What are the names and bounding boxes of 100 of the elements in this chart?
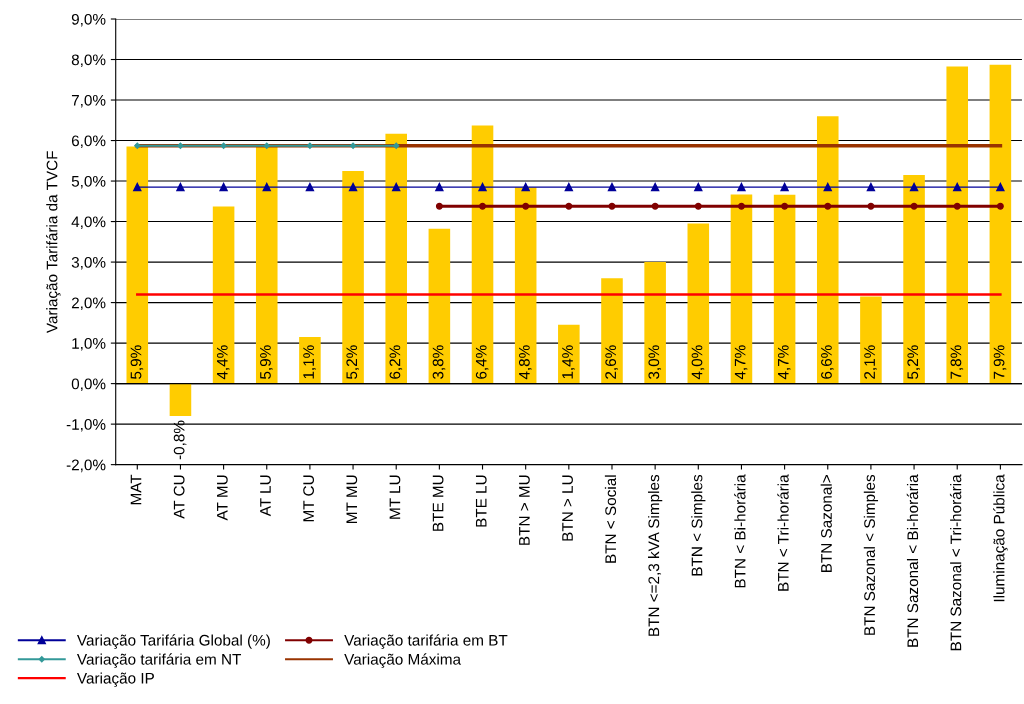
point	[823, 182, 832, 192]
bar	[514, 187, 537, 384]
data-label: 6,2%	[389, 345, 403, 379]
point	[867, 202, 875, 210]
x-tick-label: BTN Sazonal>	[820, 475, 832, 573]
x-tick-label: MT CU	[303, 475, 315, 522]
legend-label: Variação Máxima	[344, 653, 462, 668]
data-label: 1,1%	[303, 345, 316, 379]
data-label: 4,4%	[216, 345, 230, 380]
data-label: 7,9%	[993, 345, 1007, 379]
bar	[860, 296, 882, 384]
point	[306, 142, 314, 149]
data-label: 4,8%	[518, 345, 532, 380]
point	[435, 202, 443, 210]
point	[220, 142, 227, 149]
bar	[946, 66, 969, 384]
data-label: -0,8%	[173, 420, 187, 460]
data-label: 5,2%	[346, 345, 359, 379]
bar	[299, 337, 321, 384]
point	[392, 182, 401, 192]
point	[521, 182, 530, 192]
legend-label: Variação IP	[76, 672, 154, 687]
point	[348, 182, 358, 192]
point	[133, 182, 142, 192]
point	[650, 182, 660, 192]
bar	[212, 206, 235, 384]
data-label: 5,2%	[907, 345, 920, 379]
point	[608, 202, 616, 210]
x-tick-label: BTN < Tri-horária	[777, 474, 789, 591]
point	[349, 142, 357, 149]
point	[909, 182, 919, 192]
legend-label: Variação tarifária em BT	[344, 634, 508, 649]
bar	[601, 278, 623, 384]
data-label: 2,6%	[605, 345, 618, 379]
x-tick-label: MAT	[130, 474, 142, 505]
y-tick-label: 5,0%	[71, 175, 106, 189]
point	[866, 182, 876, 192]
point	[478, 182, 487, 192]
bar	[428, 228, 451, 384]
legend-label: Variação Tarifária Global (%)	[76, 634, 270, 649]
y-tick-label: -2,0%	[66, 459, 106, 473]
y-tick-label: 3,0%	[71, 256, 106, 270]
x-tick-label: MT LU	[389, 475, 401, 519]
point	[824, 202, 832, 210]
bar	[644, 262, 666, 384]
bar	[169, 383, 192, 417]
point	[219, 182, 228, 192]
y-tick-label: 2,0%	[71, 297, 106, 311]
legend-label: Variação tarifária em NT	[76, 653, 242, 668]
x-tick-label: AT LU	[260, 475, 271, 517]
point	[393, 142, 400, 149]
data-label: 5,9%	[260, 345, 273, 379]
x-tick-label: AT MU	[217, 475, 228, 521]
y-tick-label: 7,0%	[71, 94, 106, 108]
point	[694, 182, 703, 192]
data-label: 4,7%	[734, 345, 748, 380]
data-label: 7,8%	[950, 345, 964, 379]
x-tick-label: BTN Sazonal < Simples	[863, 474, 879, 635]
data-label: 3,8%	[432, 345, 446, 379]
data-label: 6,4%	[475, 345, 489, 379]
x-tick-label: BTN <=2,3 kVA Simples	[648, 474, 663, 636]
point	[651, 202, 659, 210]
x-tick-label: BTE LU	[475, 475, 487, 527]
x-tick-label: BTN < Bi-horária	[734, 474, 746, 588]
data-label: 1,4%	[562, 345, 575, 379]
point	[996, 182, 1005, 192]
point	[435, 182, 444, 192]
point	[780, 182, 789, 192]
data-label: 4,7%	[777, 345, 791, 380]
y-tick-label: 9,0%	[71, 13, 106, 27]
x-tick-label: BTN Sazonal < Bi-horária	[906, 474, 919, 647]
bar	[903, 174, 925, 384]
point	[781, 202, 789, 210]
x-tick-label: BTE MU	[432, 475, 444, 531]
point	[263, 142, 270, 149]
y-axis-title: Variação Tarifária da TVCF	[46, 151, 61, 334]
point	[996, 202, 1004, 210]
bar	[989, 64, 1012, 384]
point	[910, 202, 918, 210]
y-tick-label: 8,0%	[71, 54, 106, 68]
y-tick-label: 4,0%	[71, 216, 106, 230]
bar	[471, 125, 494, 384]
bar	[126, 146, 149, 384]
point	[737, 202, 745, 210]
bar	[687, 223, 710, 384]
point	[737, 182, 746, 192]
point	[176, 182, 185, 192]
point	[694, 202, 702, 210]
bar	[730, 194, 753, 384]
point	[953, 202, 961, 210]
y-tick-label: 6,0%	[71, 135, 106, 149]
point	[305, 182, 315, 192]
bar	[342, 170, 364, 384]
point	[953, 182, 962, 192]
x-tick-label: Iluminação Pública	[993, 474, 1008, 602]
bar	[385, 133, 407, 384]
data-label: 3,0%	[648, 345, 662, 379]
bar	[558, 324, 580, 384]
x-tick-label: BTN > MU	[519, 475, 530, 545]
x-tick-label: MT MU	[346, 475, 358, 523]
